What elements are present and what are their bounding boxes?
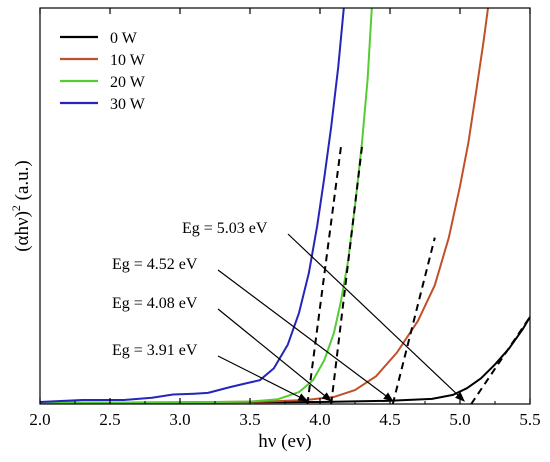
fit-line-0-w bbox=[470, 316, 530, 404]
series-layer bbox=[40, 8, 530, 404]
x-tick-label: 2.0 bbox=[29, 410, 50, 429]
eg-arrow-2 bbox=[217, 269, 394, 402]
series-line-10-w bbox=[40, 8, 489, 404]
y-axis-label: (αhν)2 (a.u.) bbox=[9, 160, 33, 252]
fit-line-10-w bbox=[391, 237, 436, 404]
x-tick-label: 5.0 bbox=[449, 410, 470, 429]
eg-label-3: Eg = 4.08 eV bbox=[112, 295, 198, 312]
eg-arrow-4 bbox=[217, 355, 309, 402]
annotations: Eg = 5.03 eV Eg = 4.52 eV Eg = 4.08 eV Eg =… bbox=[112, 220, 465, 402]
x-tick-label: 5.5 bbox=[519, 410, 540, 429]
legend-label-30-w: 30 W bbox=[110, 96, 146, 113]
fit-line-20-w bbox=[330, 146, 363, 404]
eg-label-2: Eg = 4.52 eV bbox=[112, 256, 198, 273]
x-tick-label: 2.5 bbox=[99, 410, 120, 429]
series-line-0-w bbox=[40, 316, 530, 404]
series-line-20-w bbox=[40, 8, 373, 404]
eg-label-1: Eg = 5.03 eV bbox=[182, 220, 268, 237]
fit-line-30-w bbox=[306, 146, 342, 404]
legend-label-0-w: 0 W bbox=[110, 30, 138, 47]
y-axis-label-main: (αhν) bbox=[12, 211, 33, 252]
x-tick-label: 4.0 bbox=[309, 410, 330, 429]
legend-label-10-w: 10 W bbox=[110, 52, 146, 69]
x-axis-label: hν (ev) bbox=[258, 431, 311, 452]
x-ticks bbox=[39, 8, 531, 404]
x-tick-label: 3.0 bbox=[169, 410, 190, 429]
legend-label-20-w: 20 W bbox=[110, 74, 146, 91]
series-line-30-w bbox=[40, 8, 345, 403]
x-tick-labels: 2.0 2.5 3.0 3.5 4.0 4.5 5.0 5.5 bbox=[29, 410, 540, 429]
legend: 0 W 10 W 20 W 30 W bbox=[60, 30, 146, 113]
x-tick-label: 3.5 bbox=[239, 410, 260, 429]
x-tick-label: 4.5 bbox=[379, 410, 400, 429]
eg-arrow-1 bbox=[287, 233, 465, 402]
fit-lines bbox=[306, 146, 530, 404]
y-axis-label-sup: 2 bbox=[9, 205, 23, 211]
y-axis-label-tail: (a.u.) bbox=[12, 160, 33, 205]
eg-label-4: Eg = 3.91 eV bbox=[112, 342, 198, 359]
eg-arrow-3 bbox=[217, 308, 332, 402]
